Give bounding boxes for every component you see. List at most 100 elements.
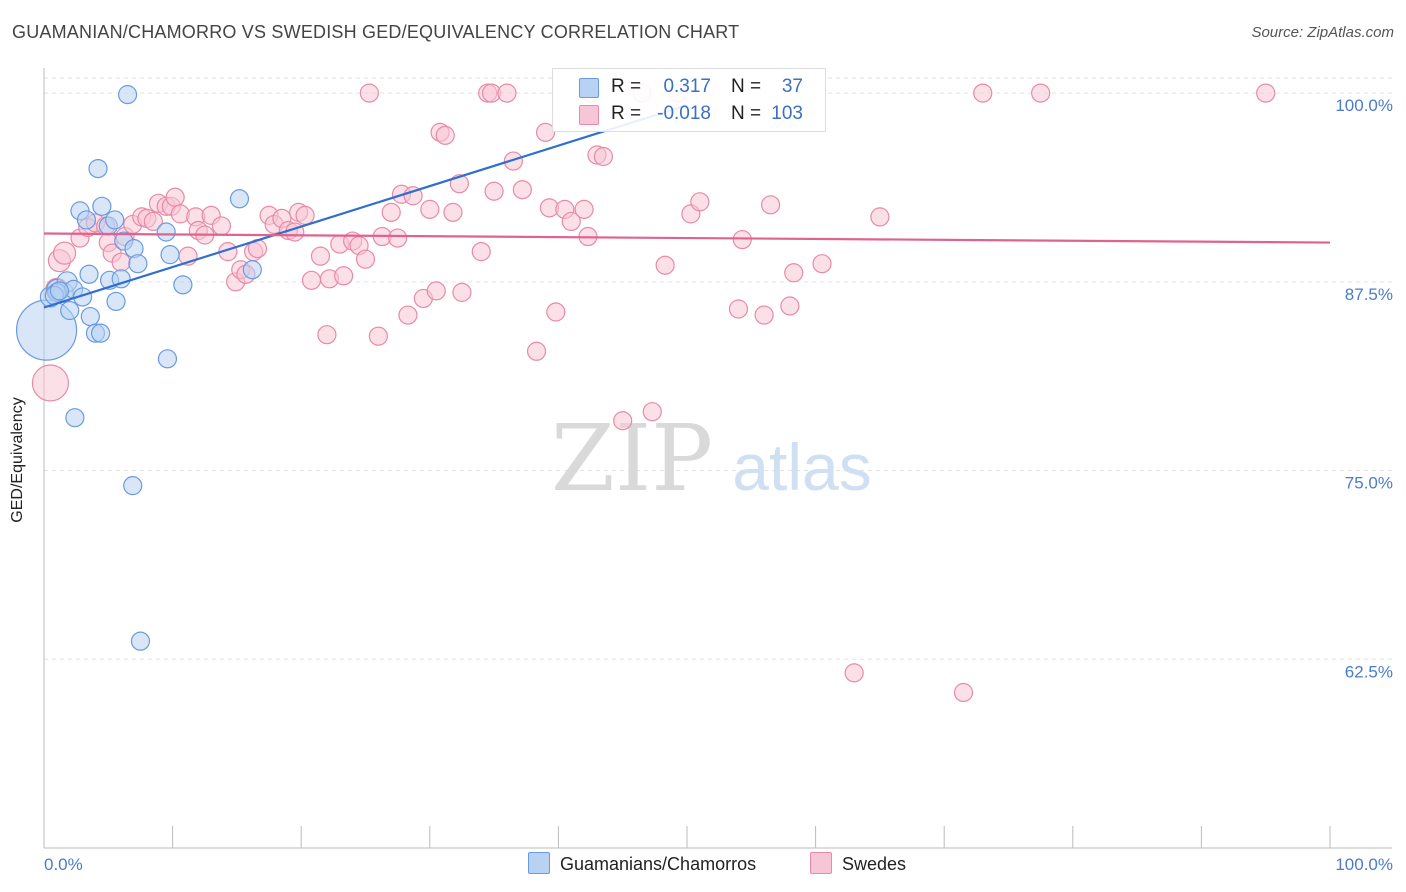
swede-point xyxy=(31,364,70,402)
guamanian-point xyxy=(173,275,193,295)
swede-point xyxy=(211,216,232,236)
swede-point xyxy=(52,241,77,265)
swede-point xyxy=(784,263,804,283)
swede-point xyxy=(512,180,532,200)
guamanian-point xyxy=(157,349,178,369)
swede-point xyxy=(381,202,401,222)
swede-point xyxy=(143,211,163,232)
guamanian-point xyxy=(49,281,70,301)
bottom-legend-swatch-blue xyxy=(528,852,550,874)
legend-n-label: N = xyxy=(731,103,762,124)
y-tick-label: 87.5% xyxy=(1345,285,1393,304)
bottom-legend-swatch-pink xyxy=(810,852,832,874)
swede-point xyxy=(420,199,440,219)
legend-r-value: -0.018 xyxy=(657,103,711,124)
swede-point xyxy=(690,192,710,212)
swede-point xyxy=(953,682,974,703)
guamanian-point xyxy=(123,476,143,496)
guamanian-point xyxy=(65,408,85,428)
swede-point xyxy=(435,125,455,145)
legend-swatch-pink xyxy=(579,105,599,125)
guamanian-point xyxy=(160,245,180,265)
axes xyxy=(43,68,1392,849)
watermark: ZIP atlas xyxy=(551,405,872,512)
swede-point xyxy=(368,326,388,346)
swede-point xyxy=(317,325,337,345)
swede-point xyxy=(398,305,418,325)
swede-point xyxy=(426,281,446,301)
legend-r-label: R = xyxy=(611,76,642,97)
guamanian-point xyxy=(130,631,151,651)
swede-point xyxy=(780,296,800,316)
chart-title: GUAMANIAN/CHAMORRO VS SWEDISH GED/EQUIVA… xyxy=(12,22,740,42)
swede-point xyxy=(593,146,614,167)
bottom-legend-guamanians[interactable]: Guamanians/Chamorros xyxy=(528,852,756,875)
guamanian-trend-line xyxy=(43,104,688,309)
legend-n-value: 37 xyxy=(781,76,803,97)
guamanian-point xyxy=(105,210,125,230)
legend-n-value: 103 xyxy=(771,103,803,124)
guamanian-point xyxy=(92,196,112,216)
swede-point xyxy=(526,341,547,361)
legend-n-label: N = xyxy=(731,76,762,97)
swede-point xyxy=(870,207,890,227)
guamanian-point xyxy=(90,323,111,343)
y-tick-label: 100.0% xyxy=(1335,96,1393,115)
swede-point xyxy=(642,402,662,422)
guamanian-point xyxy=(72,287,93,307)
guamanian-point xyxy=(80,306,100,327)
guamanian-point xyxy=(128,254,148,274)
swede-point xyxy=(1031,83,1051,103)
swede-point xyxy=(111,252,131,272)
swede-point xyxy=(165,187,185,207)
swede-point xyxy=(973,83,993,103)
bottom-legend-swedes[interactable]: Swedes xyxy=(810,852,906,875)
swede-point xyxy=(655,255,675,275)
guamanian-point xyxy=(60,300,80,321)
swede-point xyxy=(1256,83,1276,103)
swede-point xyxy=(388,228,408,248)
guamanian-point xyxy=(117,85,138,105)
swedes-points xyxy=(31,83,1276,703)
swede-point xyxy=(295,205,315,225)
x-tick-label-max: 100.0% xyxy=(1335,855,1393,874)
swede-point xyxy=(844,663,864,683)
swede-point xyxy=(497,83,517,103)
tick-labels: 62.5% 75.0% 87.5% 100.0% 0.0% 100.0% xyxy=(44,96,1393,874)
guamanian-point xyxy=(88,158,108,179)
swede-point xyxy=(359,83,379,103)
bottom-legend-label: Swedes xyxy=(842,854,907,874)
bottom-legend-label: Guamanians/Chamorros xyxy=(560,854,757,874)
guamanian-point xyxy=(111,269,131,289)
swede-point xyxy=(484,181,504,201)
guamanian-point xyxy=(79,264,99,284)
swede-trend-line xyxy=(43,232,1331,244)
swede-point xyxy=(728,299,749,319)
legend-swatch-blue xyxy=(579,78,599,98)
swede-point xyxy=(310,246,331,266)
swede-point xyxy=(355,249,376,269)
swede-point xyxy=(443,202,463,222)
guamanian-point xyxy=(76,210,97,230)
guamanian-point xyxy=(242,260,262,280)
guamanian-point xyxy=(106,291,126,312)
x-tick-label-min: 0.0% xyxy=(44,855,83,874)
swede-point xyxy=(452,282,472,302)
y-tick-label: 62.5% xyxy=(1345,662,1393,681)
legend-r-label: R = xyxy=(611,103,642,124)
swede-point xyxy=(535,122,556,142)
guamanian-point xyxy=(229,189,250,209)
correlation-legend: R = 0.317 N = 37 R = -0.018 N = 103 xyxy=(552,68,826,132)
swede-point xyxy=(760,195,781,215)
swede-point xyxy=(561,211,581,232)
legend-row-swedes: R = -0.018 N = 103 xyxy=(553,101,825,127)
swede-point xyxy=(301,270,322,290)
swede-point xyxy=(334,266,354,286)
swede-point xyxy=(812,254,832,274)
swede-point xyxy=(503,151,523,171)
swede-point xyxy=(546,302,566,322)
guamanian-point xyxy=(156,222,176,242)
gridlines xyxy=(44,77,1392,660)
swede-point xyxy=(754,305,774,325)
